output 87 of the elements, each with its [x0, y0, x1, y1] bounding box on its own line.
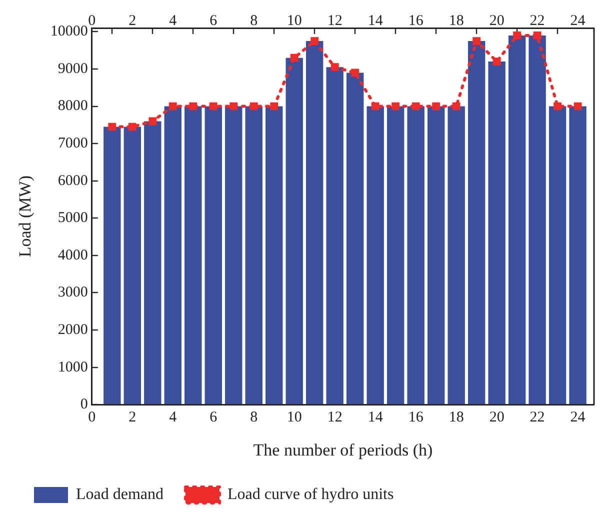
bar	[528, 35, 546, 404]
x2-tick-label: 16	[408, 410, 424, 426]
bar	[204, 106, 222, 404]
bar	[225, 106, 242, 404]
bar	[508, 35, 526, 404]
bar	[448, 106, 465, 404]
point	[128, 122, 136, 131]
x-tick-label: 4	[169, 12, 178, 29]
x-tick-label: 6	[210, 12, 218, 29]
x-tick-label: 8	[250, 12, 258, 29]
point	[290, 54, 298, 62]
bar	[488, 62, 506, 404]
bar	[266, 106, 283, 404]
point	[250, 102, 258, 110]
point	[270, 102, 278, 110]
point	[574, 102, 582, 110]
point	[472, 37, 481, 46]
y-tick-label: 10000	[50, 24, 88, 40]
x2-tick-label: 14	[368, 410, 384, 426]
point	[533, 31, 542, 40]
y-tick-label: 7000	[58, 136, 88, 152]
x-tick-label: 12	[327, 12, 342, 29]
x-tick-label: 22	[530, 12, 545, 29]
bar	[346, 72, 364, 404]
x2-tick-label: 10	[286, 410, 302, 426]
bar	[548, 106, 566, 404]
y-tick-label: 1000	[58, 359, 88, 376]
bar	[386, 106, 404, 404]
point	[412, 102, 420, 110]
point	[230, 102, 238, 110]
x-tick-label: 10	[286, 12, 302, 29]
point	[209, 102, 218, 110]
point	[168, 102, 177, 110]
y-tick-label: 3000	[58, 284, 88, 301]
y-tick-label: 8000	[58, 98, 88, 114]
x2-tick-label: 2	[128, 410, 136, 426]
bar	[407, 106, 424, 404]
x2-tick-label: 12	[327, 410, 342, 426]
bar	[104, 126, 121, 404]
x-tick-label: 24	[570, 12, 586, 29]
legend-label: Load curve of hydro units	[228, 486, 394, 504]
bar	[164, 106, 182, 404]
x2-tick-label: 24	[570, 410, 586, 426]
bar	[306, 41, 324, 404]
point	[554, 102, 562, 110]
y-tick-label: 0	[80, 396, 88, 413]
bar	[184, 106, 202, 404]
x2-tick-label: 4	[169, 410, 178, 426]
x2-tick-label: 8	[250, 410, 258, 426]
bar	[468, 41, 486, 404]
x2-tick-label: 6	[210, 410, 218, 426]
point	[330, 63, 339, 72]
x2-tick-label: 20	[489, 410, 504, 426]
x-axis-title: The number of periods (h)	[253, 440, 433, 460]
y-tick-label: 9000	[58, 60, 88, 77]
x2-tick-label: 18	[448, 410, 464, 426]
y-axis-title: Load (MW)	[16, 175, 35, 258]
x-tick-label: 2	[128, 12, 136, 29]
bar	[569, 106, 586, 404]
y-tick-label: 6000	[58, 172, 88, 189]
point	[392, 102, 400, 110]
point	[513, 31, 522, 40]
point	[452, 102, 460, 110]
y-tick-label: 4000	[58, 247, 88, 264]
bar	[124, 126, 141, 404]
x-tick-label: 20	[489, 12, 504, 29]
legend-label: Load demand	[76, 486, 164, 504]
x-tick-label: 18	[448, 12, 464, 29]
bar	[366, 106, 384, 404]
y-tick-label: 5000	[58, 210, 88, 226]
point	[351, 68, 360, 77]
bar	[427, 106, 445, 404]
point	[432, 102, 440, 110]
x2-tick-label: 22	[530, 410, 545, 426]
point	[492, 58, 501, 66]
x-tick-label: 16	[408, 12, 424, 29]
y-tick-label: 2000	[58, 322, 88, 338]
bar	[286, 58, 303, 404]
point	[310, 37, 319, 46]
point	[371, 102, 380, 110]
point	[108, 122, 116, 131]
x-tick-label: 14	[368, 12, 384, 29]
point	[148, 117, 157, 126]
bar	[245, 106, 262, 404]
bar	[144, 121, 162, 404]
point	[189, 102, 198, 110]
bar	[326, 67, 344, 404]
